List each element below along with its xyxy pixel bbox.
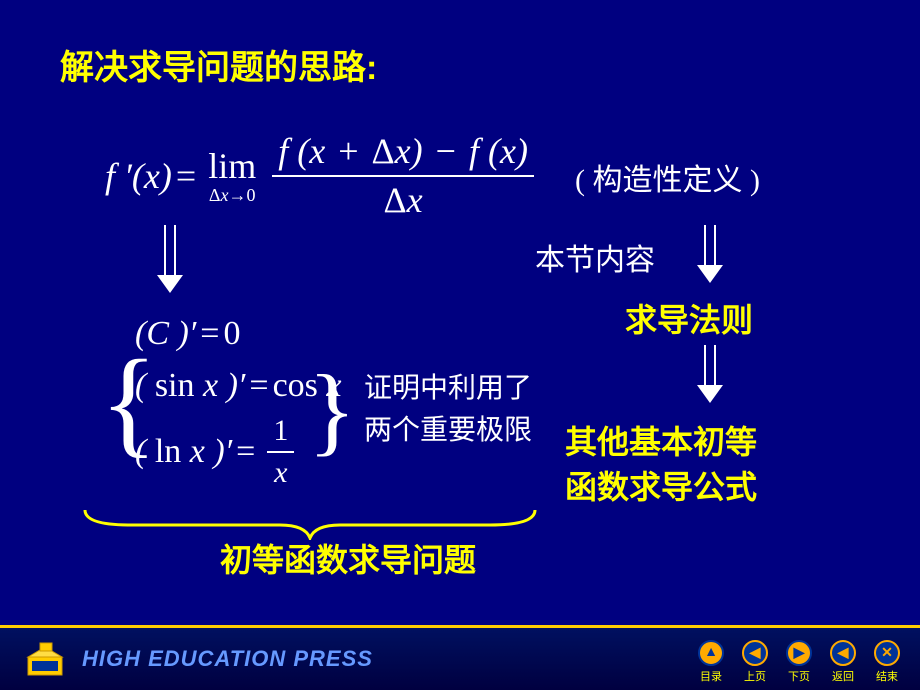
- note-text: 证明中利用了 两个重要极限: [364, 368, 532, 452]
- nav-prev-label: 上页: [744, 668, 766, 684]
- nav-back-label: 返回: [832, 668, 854, 684]
- limit-fraction: f (x + Δx) − f (x) Δx: [272, 130, 534, 222]
- eq-sin-lhs: ( sin x )′: [135, 367, 245, 405]
- ln-num: 1: [267, 413, 294, 449]
- eq-ln-frac: 1 x: [267, 413, 294, 491]
- ln-den: x: [268, 455, 293, 491]
- slide-content: 解决求导问题的思路: f ′(x) = lim Δx→0 f (x + Δx) …: [0, 0, 920, 625]
- nav-buttons: ▲ 目录 ◀ 上页 ▶ 下页 ◀ 返回 ✕ 结束: [698, 640, 900, 684]
- lim-sub: Δx→0: [209, 186, 256, 204]
- nav-prev-button[interactable]: ◀ 上页: [742, 640, 768, 684]
- other-line2: 函数求导公式: [565, 465, 757, 510]
- nav-end-button[interactable]: ✕ 结束: [874, 640, 900, 684]
- rule-label: 求导法则: [625, 295, 753, 341]
- slide-title: 解决求导问题的思路:: [60, 40, 860, 89]
- frac-bar: [272, 175, 534, 177]
- lim-text: lim: [208, 148, 256, 184]
- eq-c-lhs: (C )′: [135, 315, 196, 353]
- close-icon: ✕: [874, 640, 900, 666]
- other-formula-label: 其他基本初等 函数求导公式: [565, 420, 757, 510]
- right-brace: }: [308, 365, 356, 455]
- nav-end-label: 结束: [876, 668, 898, 684]
- press-text: HIGH EDUCATION PRESS: [82, 646, 373, 672]
- nav-next-button[interactable]: ▶ 下页: [786, 640, 812, 684]
- section-label: 本节内容: [535, 235, 655, 279]
- eq-c-rhs: 0: [223, 315, 240, 353]
- lim-block: lim Δx→0: [208, 148, 256, 204]
- bottom-label: 初等函数求导问题: [220, 535, 476, 581]
- frac-den: Δx: [378, 179, 429, 222]
- right-brace-group: } 证明中利用了 两个重要极限: [308, 365, 532, 455]
- nav-next-label: 下页: [788, 668, 810, 684]
- triangle-up-icon: ▲: [698, 640, 724, 666]
- eq-sign: =: [176, 155, 196, 197]
- arrow-right-down-1: [695, 225, 725, 285]
- ln-bar: [267, 451, 294, 453]
- nav-back-button[interactable]: ◀ 返回: [830, 640, 856, 684]
- arrow-right-down-2: [695, 345, 725, 405]
- note-line2: 两个重要极限: [364, 410, 532, 452]
- limit-lhs: f ′(x): [105, 155, 172, 197]
- nav-toc-button[interactable]: ▲ 目录: [698, 640, 724, 684]
- other-line1: 其他基本初等: [565, 420, 757, 465]
- eq-c: (C )′=0: [135, 315, 341, 353]
- frac-num: f (x + Δx) − f (x): [272, 130, 534, 173]
- nav-toc-label: 目录: [700, 668, 722, 684]
- triangle-left-icon: ◀: [742, 640, 768, 666]
- triangle-right-icon: ▶: [786, 640, 812, 666]
- constructive-def-label: ( 构造性定义 ): [575, 155, 760, 199]
- arrow-left-down: [155, 225, 185, 295]
- limit-definition: f ′(x) = lim Δx→0 f (x + Δx) − f (x) Δx: [105, 130, 542, 222]
- back-icon: ◀: [830, 640, 856, 666]
- note-line1: 证明中利用了: [364, 368, 532, 410]
- logo-icon: [20, 639, 70, 679]
- footer-bar: HIGH EDUCATION PRESS ▲ 目录 ◀ 上页 ▶ 下页 ◀ 返回…: [0, 625, 920, 690]
- eq-ln-lhs: ( ln x )′: [135, 433, 232, 471]
